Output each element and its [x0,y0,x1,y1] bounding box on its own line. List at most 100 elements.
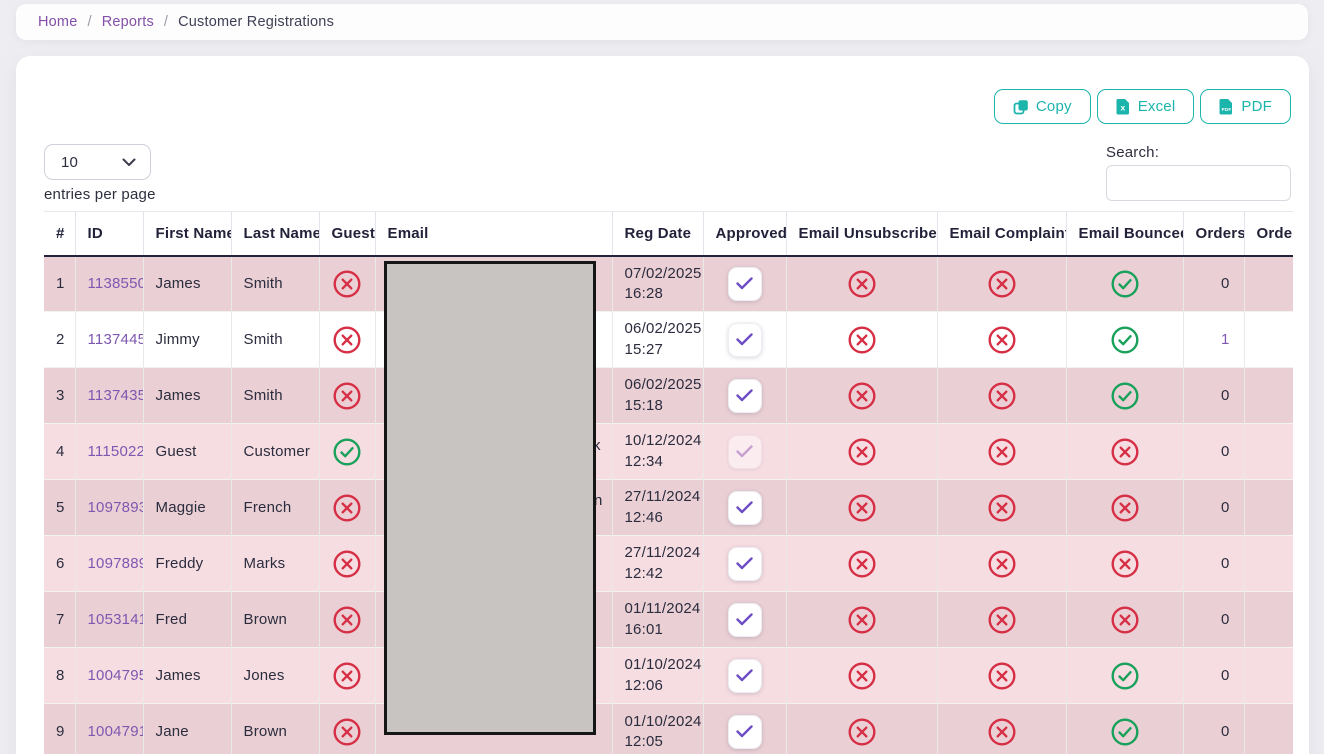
unsubscribed-status-icon [847,437,877,467]
col-header-email[interactable]: Email [375,211,613,257]
order-cell [1244,423,1293,480]
approved-checkbox[interactable] [727,322,762,357]
approved-checkbox[interactable] [727,714,762,749]
search-input[interactable] [1106,165,1291,201]
unsubscribed-status-icon [847,269,877,299]
orders-count-link[interactable]: 1 [1220,331,1230,348]
orders-count: 0 [1220,387,1230,404]
customer-id-link[interactable]: 1097893 [87,499,143,516]
email-text-fragment: k [593,437,601,454]
approved-checkbox[interactable] [727,266,762,301]
reg-time: 16:28 [624,284,664,302]
table-row: 5 1097893 Maggie French 27/11/2024 12:46… [44,479,1293,536]
bounced-status-icon [1110,269,1140,299]
first-name: Guest [143,423,232,480]
complaint-status-icon [987,605,1017,635]
excel-button-label: Excel [1137,98,1176,115]
reg-date: 01/10/2024 [624,656,702,674]
pdf-button[interactable]: PDF PDF [1200,89,1291,124]
reg-time: 12:42 [624,564,664,582]
col-header-email-bounced[interactable]: Email Bounced [1066,211,1184,257]
guest-status-icon [332,605,362,635]
last-name: Brown [231,591,320,648]
col-header-guest[interactable]: Guest [319,211,376,257]
breadcrumb-current-page: Customer Registrations [178,14,335,30]
table-row: 8 1004795 James Jones 01/10/2024 12:06 0 [44,647,1293,704]
complaint-status-icon [987,437,1017,467]
reg-date: 27/11/2024 [624,544,701,562]
reg-time: 15:27 [624,340,664,358]
guest-status-icon [332,717,362,747]
orders-count: 0 [1220,723,1230,741]
complaint-status-icon [987,549,1017,579]
table-controls: 10 entries per page Search: [16,124,1309,203]
reg-time: 12:46 [624,508,664,526]
orders-count: 0 [1220,499,1230,516]
entries-per-page-select[interactable]: 10 [44,144,151,180]
search-label: Search: [1106,144,1160,161]
col-header-order[interactable]: Order [1244,211,1293,257]
table-row: 6 1097889 Freddy Marks 27/11/2024 12:42 … [44,535,1293,592]
reg-date: 10/12/2024 [624,432,702,450]
col-header-id[interactable]: ID [75,211,144,257]
unsubscribed-status-icon [847,325,877,355]
approved-checkbox[interactable] [727,378,762,413]
table-row: 3 1137435 James Smith 06/02/2025 15:18 0 [44,367,1293,424]
customer-id-link[interactable]: 1115022 [87,443,143,460]
customer-id-link[interactable]: 1138550 [87,275,143,293]
bounced-status-icon [1110,325,1140,355]
first-name: Jane [143,703,232,754]
order-cell [1244,647,1293,704]
orders-count: 0 [1220,555,1230,572]
breadcrumb-reports-link[interactable]: Reports [101,14,154,30]
last-name: French [231,479,320,536]
reg-time: 12:34 [624,452,664,470]
unsubscribed-status-icon [847,605,877,635]
bounced-status-icon [1110,717,1140,747]
complaint-status-icon [987,381,1017,411]
customer-id-link[interactable]: 1097889 [87,555,143,572]
bounced-status-icon [1110,493,1140,523]
reg-date: 01/10/2024 [624,712,702,730]
last-name: Jones [231,647,320,704]
approved-checkbox[interactable] [727,546,762,581]
orders-count: 0 [1220,611,1230,628]
approved-checkbox[interactable] [727,602,762,637]
customer-id-link[interactable]: 1004791 [87,723,143,741]
approved-checkbox[interactable] [727,490,762,525]
col-header-first-name[interactable]: First Name [143,211,232,257]
guest-status-icon [332,549,362,579]
excel-file-icon: x [1116,98,1131,115]
guest-status-icon [332,493,362,523]
col-header-num[interactable]: # [44,211,76,257]
col-header-email-complaint[interactable]: Email Complaint [937,211,1067,257]
customer-id-link[interactable]: 1053141 [87,611,143,628]
col-header-reg-date[interactable]: Reg Date [612,211,704,257]
approved-checkbox[interactable] [727,434,762,469]
registrations-table: # ID First Name Last Name Guest Email Re… [44,211,1293,754]
col-header-approved[interactable]: Approved [703,211,787,257]
copy-button[interactable]: Copy [993,89,1091,124]
approved-checkbox[interactable] [727,658,762,693]
col-header-orders[interactable]: Orders [1183,211,1245,257]
reg-date: 27/11/2024 [624,488,701,506]
guest-status-icon [332,661,362,691]
excel-button[interactable]: x Excel [1096,89,1195,124]
order-cell [1244,367,1293,424]
col-header-last-name[interactable]: Last Name [231,211,320,257]
row-number: 6 [44,535,76,592]
reg-date: 01/11/2024 [624,600,701,618]
row-number: 2 [44,311,76,368]
breadcrumb-home-link[interactable]: Home [38,14,78,30]
orders-count: 0 [1220,667,1230,684]
row-number: 9 [44,703,76,754]
guest-status-icon [332,437,362,467]
col-header-email-unsubscribed[interactable]: Email Unsubscribed [786,211,938,257]
bounced-status-icon [1110,605,1140,635]
customer-id-link[interactable]: 1137435 [87,387,143,404]
customer-id-link[interactable]: 1137445 [87,331,143,348]
orders-count: 0 [1220,443,1230,460]
unsubscribed-status-icon [847,493,877,523]
registrations-table-wrap: # ID First Name Last Name Guest Email Re… [44,211,1293,754]
customer-id-link[interactable]: 1004795 [87,667,143,684]
